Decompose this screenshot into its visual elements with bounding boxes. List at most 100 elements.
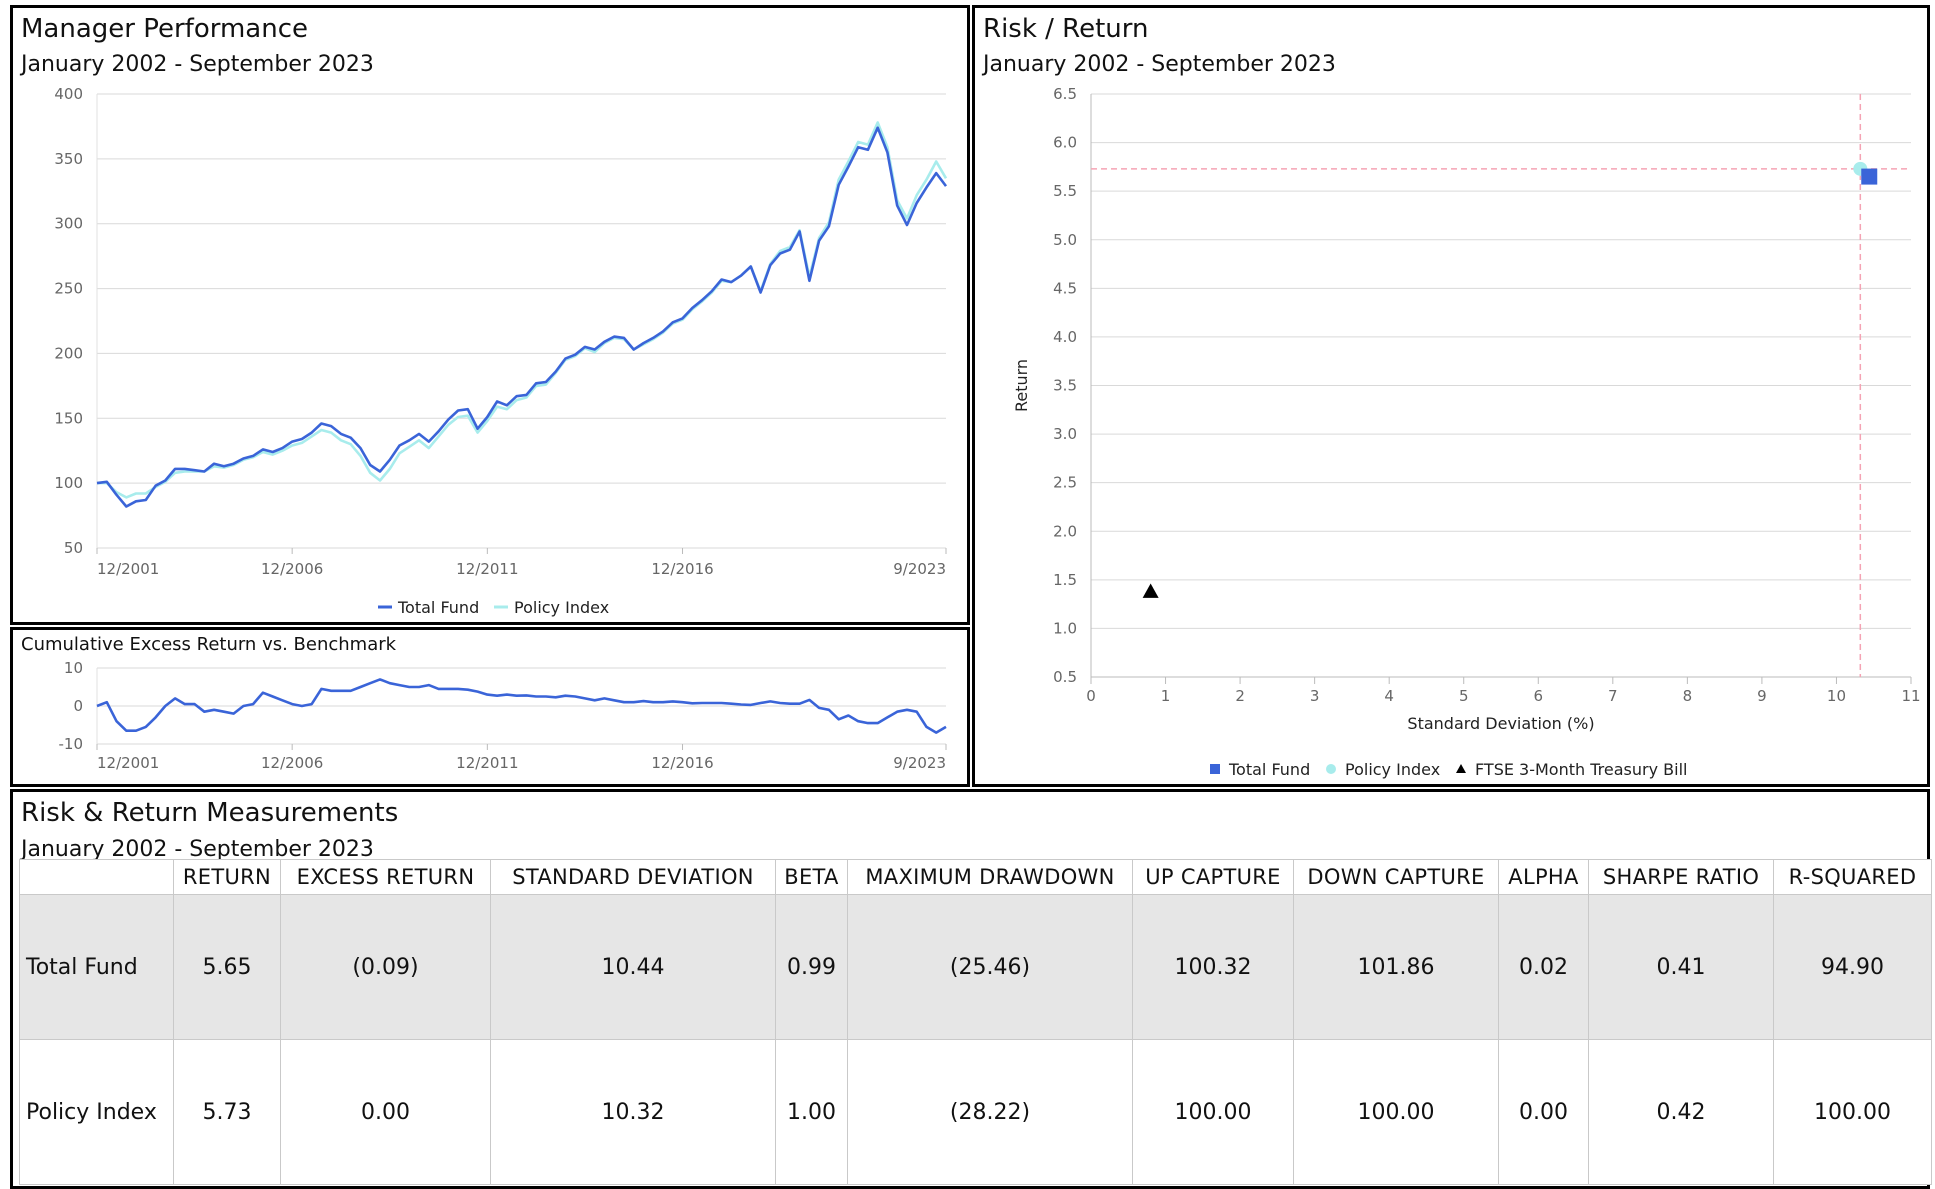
column-header: MAXIMUM DRAWDOWN [847, 859, 1133, 895]
legend-marker [1456, 764, 1466, 773]
table-cell: 0.02 [1498, 894, 1589, 1040]
x-tick-label: 9/2023 [893, 560, 946, 578]
x-tick-label: 5 [1459, 687, 1469, 705]
y-tick-label: 5.5 [1053, 182, 1077, 200]
y-tick-label: 6.0 [1053, 134, 1077, 152]
x-tick-label: 12/2016 [651, 754, 713, 772]
panel-subtitle: January 2002 - September 2023 [21, 52, 374, 77]
risk-return-scatter: 0.5 1.0 1.5 2.0 2.5 3.0 3.5 4.0 4.5 5.0 5.5 6.0 6.5 0… [1012, 85, 1921, 779]
manager-performance-panel: Manager Performance January 2002 - Septe… [10, 5, 970, 625]
manager-performance-chart: 50 100 150 200 250 300 350 400 12/2001 12/2006 12/… [54, 85, 948, 617]
table-cell: (28.22) [847, 1039, 1133, 1185]
table-cell: (0.09) [280, 894, 491, 1040]
column-header: UP CAPTURE [1132, 859, 1294, 895]
y-tick-label: 250 [54, 280, 83, 298]
y-tick-label: 3.0 [1053, 425, 1077, 443]
table-cell: 100.00 [1293, 1039, 1499, 1185]
table-cell: 1.00 [775, 1039, 848, 1185]
y-tick-label: 2.0 [1053, 522, 1077, 540]
y-tick-label: 300 [54, 215, 83, 233]
table-cell: 94.90 [1773, 894, 1932, 1040]
panel-subtitle: January 2002 - September 2023 [983, 52, 1336, 77]
table-row: Total Fund 5.65 (0.09) 10.44 0.99 (25.46… [19, 894, 1932, 1040]
x-tick-label: 12/2011 [456, 754, 518, 772]
risk-return-panel: Risk / Return January 2002 - September 2… [972, 5, 1930, 787]
x-tick-label: 6 [1533, 687, 1543, 705]
y-tick-label: 400 [54, 85, 83, 103]
x-tick-label: 11 [1901, 687, 1920, 705]
x-tick-label: 9/2023 [893, 754, 946, 772]
y-tick-label: 6.5 [1053, 85, 1077, 103]
column-header: R-SQUARED [1773, 859, 1932, 895]
y-tick-label: 0.5 [1053, 668, 1077, 686]
x-tick-label: 12/2001 [97, 560, 159, 578]
series-line-total-fund [96, 126, 948, 508]
x-tick-label: 0 [1086, 687, 1096, 705]
x-tick-label: 3 [1310, 687, 1320, 705]
y-tick-label: 10 [64, 659, 83, 677]
y-tick-label: 4.0 [1053, 328, 1077, 346]
panel-subtitle: January 2002 - September 2023 [21, 837, 374, 862]
table-header-row: RETURN EXCESS RETURN STANDARD DEVIATION … [19, 859, 1932, 895]
x-tick-label: 12/2011 [456, 560, 518, 578]
x-axis-label: Standard Deviation (%) [1407, 714, 1594, 733]
y-tick-label: 5.0 [1053, 231, 1077, 249]
table-row: Policy Index 5.73 0.00 10.32 1.00 (28.22… [19, 1039, 1932, 1185]
y-tick-label: 1.0 [1053, 619, 1077, 637]
y-tick-label: 2.5 [1053, 474, 1077, 492]
row-label: Total Fund [19, 894, 174, 1040]
table-cell: 0.41 [1588, 894, 1774, 1040]
column-header: EXCESS RETURN [280, 859, 491, 895]
panel-title: Risk & Return Measurements [21, 798, 399, 828]
series-line-policy-index [97, 121, 948, 499]
y-tick-label: 350 [54, 150, 83, 168]
y-tick-label: 100 [54, 474, 83, 492]
legend-label: Policy Index [1345, 760, 1440, 779]
y-tick-label: -10 [59, 735, 84, 753]
y-tick-label: 50 [64, 539, 83, 557]
y-tick-label: 150 [54, 409, 83, 427]
table-cell: 100.00 [1773, 1039, 1932, 1185]
table-cell: 100.32 [1132, 894, 1294, 1040]
column-header: SHARPE RATIO [1588, 859, 1774, 895]
x-tick-label: 9 [1757, 687, 1767, 705]
column-header: RETURN [173, 859, 281, 895]
x-tick-label: 12/2016 [651, 560, 713, 578]
legend-label: Policy Index [514, 598, 609, 617]
table-cell: 5.73 [173, 1039, 281, 1185]
table-cell: 0.00 [1498, 1039, 1589, 1185]
legend-marker [1210, 764, 1220, 774]
point-ftse-3-month-treasury-bill [1142, 583, 1159, 598]
x-tick-label: 1 [1161, 687, 1171, 705]
legend-marker [1326, 764, 1336, 774]
x-tick-label: 12/2006 [261, 560, 323, 578]
table-cell: 0.42 [1588, 1039, 1774, 1185]
column-header: ALPHA [1498, 859, 1589, 895]
column-header: STANDARD DEVIATION [490, 859, 776, 895]
x-tick-label: 12/2006 [261, 754, 323, 772]
y-tick-label: 0 [73, 697, 83, 715]
row-label: Policy Index [19, 1039, 174, 1185]
y-axis-label: Return [1012, 359, 1031, 412]
table-cell: (25.46) [847, 894, 1133, 1040]
table-cell: 0.99 [775, 894, 848, 1040]
panel-title: Cumulative Excess Return vs. Benchmark [21, 634, 397, 655]
y-tick-label: 4.5 [1053, 279, 1077, 297]
table-cell: 101.86 [1293, 894, 1499, 1040]
x-tick-label: 8 [1683, 687, 1693, 705]
table-cell: 10.32 [490, 1039, 776, 1185]
x-tick-label: 2 [1235, 687, 1245, 705]
x-tick-label: 4 [1384, 687, 1394, 705]
table-cell: 100.00 [1132, 1039, 1294, 1185]
excess-return-chart: -10 0 10 12/2001 12/2006 12/2011 12/2016 9/2023 [59, 659, 947, 772]
x-tick-label: 7 [1608, 687, 1618, 705]
table-cell: 0.00 [280, 1039, 491, 1185]
y-tick-label: 3.5 [1053, 377, 1077, 395]
y-tick-label: 200 [54, 344, 83, 362]
legend-label: FTSE 3-Month Treasury Bill [1475, 760, 1687, 779]
panel-title: Risk / Return [983, 14, 1149, 44]
point-total-fund [1861, 168, 1878, 185]
column-header [19, 859, 174, 895]
x-tick-label: 12/2001 [97, 754, 159, 772]
legend-label: Total Fund [397, 598, 479, 617]
